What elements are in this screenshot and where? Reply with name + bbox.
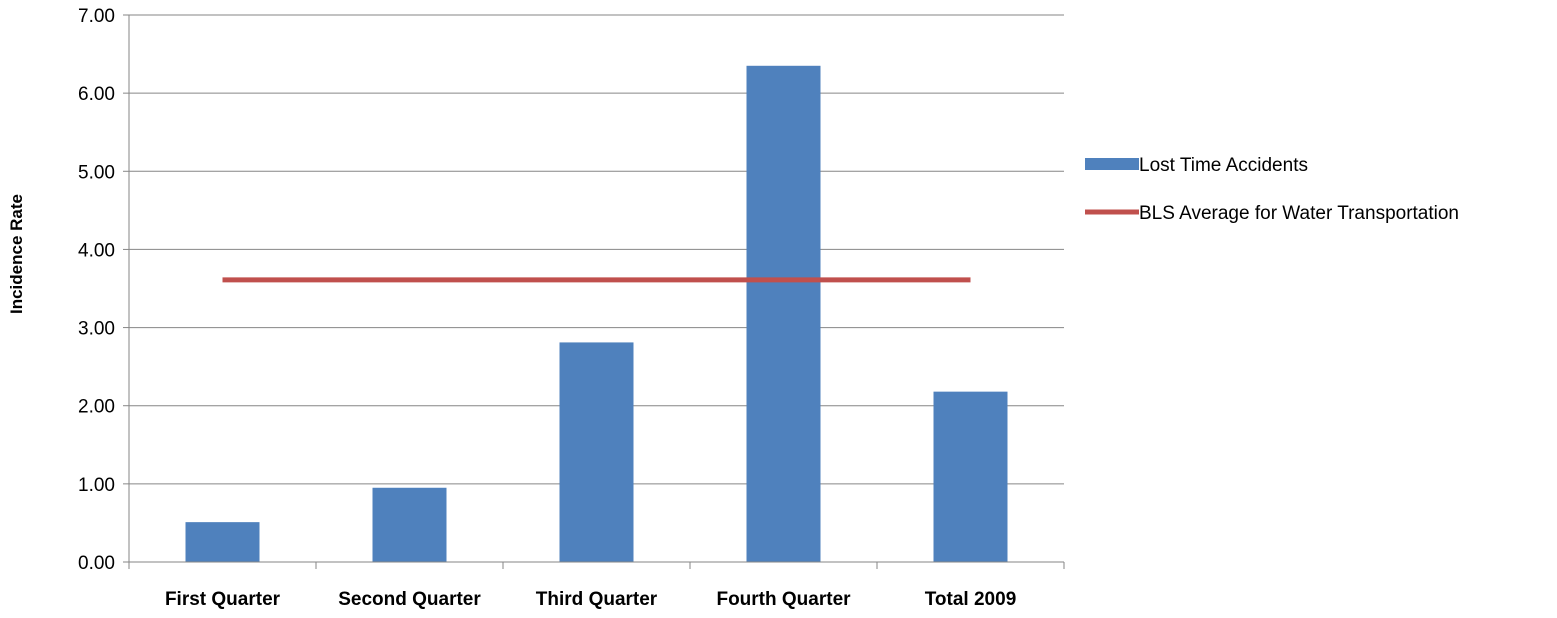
x-tick-label: Fourth Quarter	[716, 589, 851, 610]
y-axis-title: Incidence Rate	[7, 194, 26, 314]
y-tick-label: 0.00	[78, 553, 115, 574]
bar	[185, 522, 260, 562]
legend-swatch-bar	[1085, 158, 1139, 170]
gridlines	[129, 14, 1064, 485]
bars	[185, 65, 1008, 563]
x-tick-label: Third Quarter	[536, 589, 658, 610]
bar	[372, 487, 447, 562]
legend-label: Lost Time Accidents	[1139, 155, 1308, 176]
x-tick-label: Total 2009	[925, 589, 1017, 610]
legend: Lost Time Accidents BLS Average for Water…	[1085, 155, 1459, 224]
legend-label: BLS Average for Water Transportation	[1139, 203, 1459, 224]
y-tick-label: 6.00	[78, 84, 115, 105]
bar	[559, 342, 634, 562]
y-tick-label: 7.00	[78, 6, 115, 27]
y-tick-label: 5.00	[78, 162, 115, 183]
y-tick-label: 3.00	[78, 319, 115, 340]
x-axis-ticks: First Quarter Second Quarter Third Quarter…	[128, 562, 1065, 610]
axes	[128, 15, 1064, 563]
bar	[933, 391, 1008, 562]
y-axis-ticks: 0.00 1.00 2.00 3.00 4.00 5.00 6.00 7.00	[78, 6, 129, 574]
y-tick-label: 1.00	[78, 475, 115, 496]
y-tick-label: 4.00	[78, 240, 115, 261]
x-tick-label: Second Quarter	[338, 589, 481, 610]
bar	[746, 65, 821, 563]
y-tick-label: 2.00	[78, 397, 115, 418]
x-tick-label: First Quarter	[165, 589, 281, 610]
